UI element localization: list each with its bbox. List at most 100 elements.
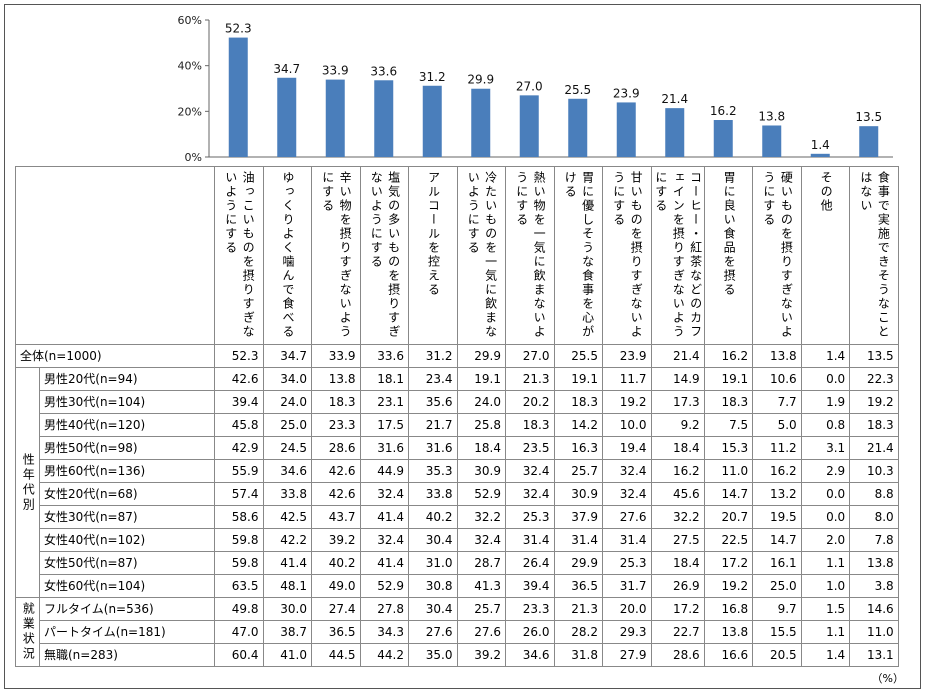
value-cell: 2.0 [800,528,851,552]
value-cell: 44.5 [311,643,361,667]
value-cell: 5.0 [752,413,802,437]
value-cell: 37.9 [553,505,603,529]
bar [325,79,345,157]
value-cell: 11.7 [602,367,652,391]
table-row: 女性30代(n=87) 58.6 42.5 43.7 41.4 40.2 32.2 25.3 3… [16,505,899,529]
value-cell: 52.9 [456,482,506,506]
table-row: 男性30代(n=104) 39.4 24.0 18.3 23.1 35.6 24.0 20.2… [16,390,899,414]
value-cell: 21.4 [849,436,899,460]
value-cell: 23.3 [505,597,555,621]
value-cell: 13.8 [703,620,754,644]
value-cell: 23.5 [505,436,555,460]
bar-value-label: 25.5 [564,83,591,97]
value-cell: 42.6 [311,459,361,483]
bar-value-label: 33.9 [322,64,349,78]
bar [471,88,491,157]
value-cell: 33.9 [311,344,361,368]
bar-value-label: 31.2 [419,70,446,84]
value-cell: 10.6 [752,367,802,391]
value-cell: 35.6 [408,390,458,414]
value-cell: 49.0 [311,574,361,598]
value-cell: 26.9 [650,574,705,598]
row-label: 男性50代(n=98) [39,436,215,460]
value-cell: 27.9 [602,643,652,667]
value-cell: 40.2 [311,551,361,575]
value-cell: 1.1 [800,551,851,575]
value-cell: 31.6 [408,436,458,460]
value-cell: 17.3 [650,390,705,414]
value-cell: 25.7 [456,597,506,621]
row-label: パートタイム(n=181) [39,620,215,644]
value-cell: 30.0 [262,597,312,621]
value-cell: 33.6 [359,344,409,368]
category-label: 硬いものを摂りすぎないようにする [761,171,794,339]
row-label: 無職(n=283) [39,643,215,667]
value-cell: 42.6 [311,482,361,506]
value-cell: 11.0 [849,620,899,644]
value-cell: 25.8 [456,413,506,437]
value-cell: 22.3 [849,367,899,391]
column-header: アルコールを控える [408,166,458,345]
value-cell: 30.9 [553,482,603,506]
bar-value-label: 27.0 [516,79,543,93]
data-table: 油っこいものを摂りすぎないようにする ゆっくりよく噛んで食べる 辛い物を摂りすぎない… [15,166,899,667]
value-cell: 24.0 [456,390,506,414]
value-cell: 25.7 [553,459,603,483]
value-cell: 19.5 [752,505,802,529]
value-cell: 15.3 [703,436,754,460]
row-label: 女性60代(n=104) [39,574,215,598]
row-label: 男性60代(n=136) [39,459,215,483]
value-cell: 18.3 [553,390,603,414]
group-cell: 就業状況 [15,597,40,667]
value-cell: 39.4 [505,574,555,598]
value-cell: 3.1 [800,436,851,460]
value-cell: 16.3 [553,436,603,460]
value-cell: 45.6 [650,482,705,506]
value-cell: 13.8 [849,551,899,575]
value-cell: 47.0 [214,620,264,644]
bar [810,153,830,157]
table-row: パートタイム(n=181) 47.0 38.7 36.5 34.3 27.6 27.6 26.… [16,620,899,644]
value-cell: 14.2 [553,413,603,437]
bar [665,108,685,157]
column-header: 塩気の多いものを摂りすぎないようにする [359,166,409,345]
value-cell: 25.5 [553,344,603,368]
value-cell: 13.5 [849,344,899,368]
value-cell: 3.8 [849,574,899,598]
value-cell: 22.7 [650,620,705,644]
value-cell: 11.0 [703,459,754,483]
value-cell: 55.9 [214,459,264,483]
value-cell: 24.0 [262,390,312,414]
table-row: 女性50代(n=87) 59.8 41.4 40.2 41.4 31.0 28.7 26.4 2… [16,551,899,575]
value-cell: 26.0 [505,620,555,644]
column-header: ゆっくりよく噛んで食べる [262,166,312,345]
value-cell: 27.8 [359,597,409,621]
value-cell: 17.2 [650,597,705,621]
value-cell: 16.2 [752,459,802,483]
value-cell: 19.1 [456,367,506,391]
category-label: コーヒー・紅茶などのカフェインを摂りすぎないようにする [653,171,703,339]
category-label: 冷たいものを一気に飲まないようにする [466,171,498,339]
value-cell: 1.4 [800,643,851,667]
value-cell: 14.7 [752,528,802,552]
value-cell: 31.7 [602,574,652,598]
value-cell: 13.8 [311,367,361,391]
bar-value-label: 52.3 [225,22,252,36]
value-cell: 27.6 [602,505,652,529]
bar [422,85,442,157]
category-label: 塩気の多いものを摂りすぎないようにする [369,171,401,339]
group-label: 性年代別 [21,452,36,513]
value-cell: 7.7 [752,390,802,414]
value-cell: 19.2 [602,390,652,414]
value-cell: 17.5 [359,413,409,437]
value-cell: 21.3 [505,367,555,391]
value-cell: 17.2 [703,551,754,575]
value-cell: 34.0 [262,367,312,391]
value-cell: 14.6 [849,597,899,621]
value-cell: 26.4 [505,551,555,575]
value-cell: 31.4 [553,528,603,552]
value-cell: 16.1 [752,551,802,575]
bar-value-label: 21.4 [661,92,688,106]
value-cell: 32.4 [359,482,409,506]
value-cell: 23.9 [602,344,652,368]
